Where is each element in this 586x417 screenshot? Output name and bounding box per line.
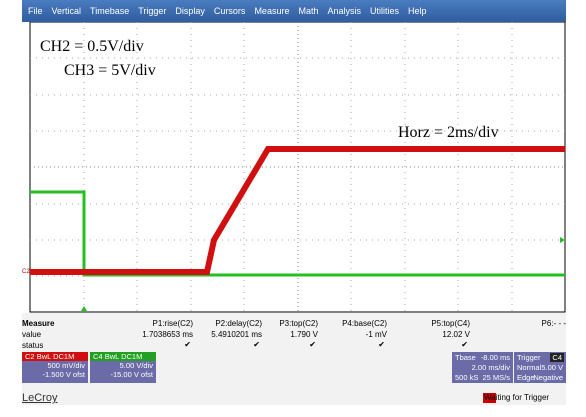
measure-name: P3:top(C2) <box>279 319 318 328</box>
measure-value: -1 mV <box>365 330 387 339</box>
c4-level-marker <box>560 237 565 243</box>
status-check: ✔ <box>184 340 191 349</box>
measure-panel: Measure value status C2 BwL DC1M 500 mV/d… <box>22 313 566 405</box>
menu-item[interactable]: Help <box>408 6 427 16</box>
trigger-source: C4 <box>550 353 564 362</box>
measure-title: Measure <box>22 319 55 328</box>
annotation: CH3 = 5V/div <box>64 62 156 79</box>
measure-value: 1.7038653 ms <box>142 330 193 339</box>
trigger-slope: Negative <box>533 373 563 382</box>
channel-tag: DC1M <box>53 352 75 361</box>
row-label: status <box>22 341 44 350</box>
menu-item[interactable]: File <box>28 6 43 16</box>
menu-item[interactable]: Trigger <box>138 6 167 16</box>
channel-scale: 5.00 V/div <box>119 361 153 370</box>
status-check: ✔ <box>378 340 385 349</box>
c4-trace <box>30 190 565 277</box>
menu-item[interactable]: Measure <box>254 6 290 16</box>
menu-bar: File Vertical Timebase Trigger Display Cursor… <box>22 0 566 22</box>
timebase-scale: 2.00 ms/div <box>471 363 510 372</box>
channel-box: C4 BwL DC1M 5.00 V/div -15.00 V ofst <box>90 352 156 383</box>
timebase-rate: 25 MS/s <box>482 373 510 382</box>
channel-tag: DC1M <box>121 352 143 361</box>
trace-marker: C2 <box>22 269 30 275</box>
measure-value: 1.790 V <box>290 330 318 339</box>
channel-tag: BwL <box>36 352 51 361</box>
trigger-title: Trigger <box>517 353 541 362</box>
row-label: value <box>22 330 42 339</box>
status-check: ✔ <box>461 340 468 349</box>
menu-item[interactable]: Cursors <box>213 6 246 16</box>
menu-item[interactable]: Math <box>298 6 319 16</box>
measure-name: P5:top(C4) <box>431 319 470 328</box>
measure-name: P4:base(C2) <box>342 319 387 328</box>
trigger-box: Trigger C4 Normal 5.00 V Edge Negative <box>514 352 566 383</box>
timebase-title: Tbase <box>455 353 476 362</box>
measure-name: P2:delay(C2) <box>215 319 262 328</box>
channel-offset: -15.00 V ofst <box>110 370 153 379</box>
timebase-samples: 500 kS <box>455 373 479 382</box>
timebase-delay: -8.00 ms <box>480 353 510 362</box>
channel-scale: 500 mV/div <box>47 361 85 370</box>
status-check: ✔ <box>309 340 316 349</box>
trigger-level: 5.00 V <box>541 363 563 372</box>
channel-offset: -1.500 V ofst <box>42 370 85 379</box>
channel-label: C4 <box>93 352 103 361</box>
menu-item[interactable]: Utilities <box>369 6 399 16</box>
menu-item[interactable]: Timebase <box>90 6 130 16</box>
annotation: CH2 = 0.5V/div <box>40 38 144 55</box>
menu-item[interactable]: Vertical <box>51 6 82 16</box>
c2-trace <box>30 146 565 275</box>
status-check: ✔ <box>253 340 260 349</box>
trigger-type: Edge <box>517 373 535 382</box>
status: Waiting for Trigger <box>483 393 549 403</box>
measure-value: 12.02 V <box>442 330 470 339</box>
annotation: Horz = 2ms/div <box>398 124 499 141</box>
channel-tag: BwL <box>104 352 119 361</box>
measure-value: 5.4910201 ms <box>211 330 262 339</box>
menu-item[interactable]: Analysis <box>327 6 361 16</box>
measure-name: P1:rise(C2) <box>152 319 193 328</box>
channel-label: C2 <box>25 352 35 361</box>
measure-name: P6:- - - <box>541 319 566 328</box>
channel-box: C2 BwL DC1M 500 mV/div -1.500 V ofst <box>22 352 88 383</box>
trigger-marker <box>81 306 87 311</box>
status-text: Waiting for Trigger <box>484 393 550 403</box>
scope-display: C2 <box>22 22 566 313</box>
timebase-box: Tbase -8.00 ms 2.00 ms/div 500 kS 25 MS/… <box>452 352 513 383</box>
trigger-mode: Normal <box>517 363 542 372</box>
menu-item[interactable]: Display <box>175 6 205 16</box>
brand: LeCroy <box>22 392 58 404</box>
